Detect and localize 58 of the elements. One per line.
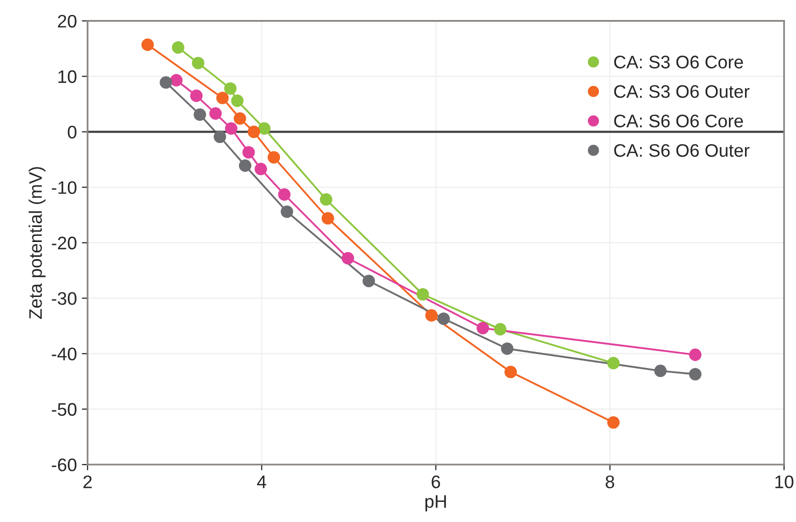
x-tick-label: 8 xyxy=(606,475,614,488)
point xyxy=(476,322,490,334)
point xyxy=(494,323,506,336)
point xyxy=(268,151,280,164)
y-tick-label: -10 xyxy=(52,181,76,194)
legend-label: CA: S6 O6 Core xyxy=(614,114,743,128)
point xyxy=(225,122,238,135)
y-tick-label: -40 xyxy=(52,348,76,360)
y-tick-label: -50 xyxy=(52,403,76,416)
y-tick-label: 0 xyxy=(68,126,76,139)
point xyxy=(238,159,252,172)
legend-label: CA: S3 O6 Outer xyxy=(614,85,750,98)
point xyxy=(216,92,229,104)
point xyxy=(362,274,375,288)
point xyxy=(248,126,260,138)
x-tick-label: 2 xyxy=(83,475,92,488)
point xyxy=(192,56,204,70)
point xyxy=(209,107,222,120)
point xyxy=(425,309,438,322)
y-tick-label: -30 xyxy=(52,292,76,305)
y-tick-label: -60 xyxy=(52,458,76,472)
point xyxy=(214,130,226,144)
point xyxy=(437,312,450,325)
point xyxy=(278,188,291,201)
point xyxy=(416,288,429,301)
point xyxy=(254,162,268,176)
point xyxy=(689,368,702,380)
point xyxy=(689,348,702,361)
y-tick-label: 10 xyxy=(58,70,76,84)
legend-label: CA: S3 O6 Core xyxy=(614,56,743,68)
point xyxy=(170,74,183,86)
point xyxy=(234,112,246,125)
point xyxy=(258,122,271,135)
point xyxy=(172,41,184,54)
point xyxy=(504,366,517,378)
point xyxy=(190,90,203,102)
legend-label: CA: S6 O6 Outer xyxy=(614,144,750,157)
y-axis-title: Zeta potential (mV) xyxy=(28,167,46,319)
point xyxy=(654,364,667,378)
y-tick-label: -20 xyxy=(52,236,76,250)
point xyxy=(141,38,154,51)
x-tick-label: 4 xyxy=(257,476,266,488)
point xyxy=(280,205,294,218)
point xyxy=(194,108,206,121)
point xyxy=(607,416,620,429)
point xyxy=(320,193,332,206)
point xyxy=(231,94,244,107)
point xyxy=(607,356,620,370)
point xyxy=(160,76,172,89)
x-tick-label: 10 xyxy=(775,475,794,488)
y-tick-label: 20 xyxy=(58,14,76,28)
point xyxy=(322,212,334,225)
x-axis-title: pH xyxy=(425,495,446,512)
point xyxy=(342,252,354,264)
point xyxy=(500,342,514,355)
x-tick-label: 6 xyxy=(432,475,440,488)
point xyxy=(242,146,255,159)
point xyxy=(224,82,237,95)
